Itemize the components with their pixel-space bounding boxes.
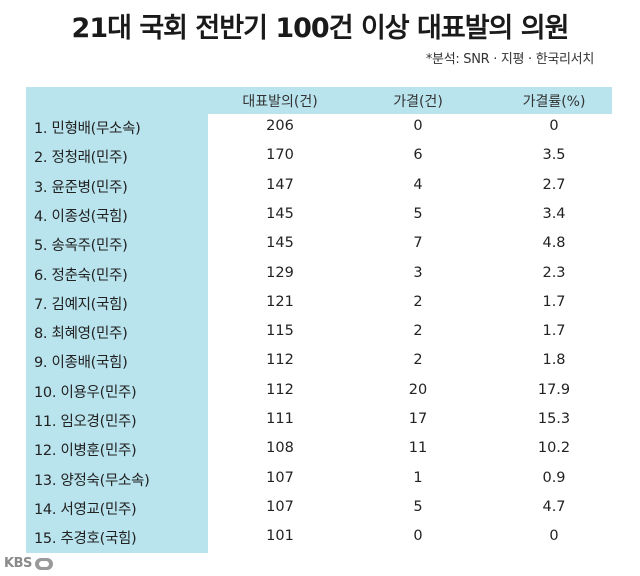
table-row: 5. 송옥주(민주) 145 7 4.8 — [26, 231, 612, 260]
source-note: *분석: SNR · 지평 · 한국리서치 — [425, 52, 594, 67]
cell-rate: 3.5 — [542, 147, 566, 164]
table-row: 8. 최혜영(민주) 115 2 1.7 — [26, 319, 612, 348]
cell-bills: 206 — [266, 118, 294, 134]
member-name: 2. 정청래(민주) — [34, 150, 128, 167]
cell-bills: 145 — [266, 205, 294, 222]
logo-mark-icon — [34, 557, 53, 570]
cell-rate: 0 — [549, 528, 559, 545]
table-row: 13. 양정숙(무소속) 107 1 0.9 — [26, 466, 612, 495]
table-row: 10. 이용우(민주) 112 20 17.9 — [26, 378, 612, 407]
header-rate: 가결률(%) — [522, 94, 586, 110]
cell-bills: 101 — [266, 528, 294, 545]
cell-bills: 108 — [266, 440, 294, 457]
table-row: 14. 서영교(민주) 107 5 4.7 — [26, 495, 612, 524]
cell-passed: 2 — [413, 323, 423, 340]
cell-rate: 4.7 — [542, 498, 566, 515]
member-name: 8. 최혜영(민주) — [34, 326, 128, 343]
cell-bills: 129 — [266, 264, 294, 281]
cell-bills: 115 — [266, 323, 294, 340]
member-name: 11. 임오경(민주) — [34, 414, 137, 430]
cell-passed: 7 — [413, 235, 423, 252]
cell-rate: 0 — [549, 118, 559, 134]
member-name: 12. 이병훈(민주) — [34, 443, 137, 460]
table-row: 4. 이종성(국힘) 145 5 3.4 — [26, 202, 612, 231]
cell-rate: 1.7 — [542, 323, 566, 340]
cell-bills: 145 — [266, 235, 294, 252]
cell-bills: 112 — [266, 352, 294, 369]
table-data-area — [208, 114, 612, 553]
cell-rate: 0.9 — [542, 469, 566, 486]
cell-bills: 121 — [266, 293, 294, 310]
member-name: 5. 송옥주(민주) — [34, 238, 128, 255]
cell-rate: 15.3 — [537, 411, 571, 427]
member-name: 4. 이종성(국힘) — [34, 208, 128, 225]
cell-passed: 0 — [413, 528, 423, 545]
header-passed: 가결(건) — [393, 94, 443, 110]
member-name: 14. 서영교(민주) — [34, 501, 137, 518]
member-name: 9. 이종배(국힘) — [34, 355, 128, 372]
member-name: 7. 김예지(국힘) — [34, 296, 128, 313]
cell-rate: 3.4 — [542, 205, 566, 222]
table-row: 1. 민형배(무소속) 206 0 0 — [26, 114, 612, 143]
table-row: 12. 이병훈(민주) 108 11 10.2 — [26, 436, 612, 465]
cell-passed: 17 — [408, 411, 428, 427]
member-name: 13. 양정숙(무소속) — [34, 472, 150, 489]
cell-rate: 10.2 — [537, 440, 571, 457]
cell-passed: 4 — [413, 176, 423, 193]
table-row: 11. 임오경(민주) 111 17 15.3 — [26, 407, 612, 436]
cell-bills: 112 — [266, 381, 294, 398]
cell-passed: 5 — [413, 205, 423, 222]
table-row: 6. 정춘숙(민주) 129 3 2.3 — [26, 261, 612, 290]
cell-passed: 5 — [413, 498, 423, 515]
kbs-logo: KBS — [4, 556, 53, 571]
cell-bills: 147 — [266, 176, 294, 193]
table-row: 15. 추경호(국힘) 101 0 0 — [26, 524, 612, 553]
data-table: 대표발의(건) 가결(건) 가결률(%) 1. 민형배(무소속) 206 0 0 2. … — [26, 87, 612, 553]
logo-text: KBS — [4, 556, 32, 571]
cell-passed: 11 — [408, 440, 428, 457]
cell-rate: 1.7 — [542, 293, 566, 310]
cell-passed: 1 — [413, 469, 423, 486]
cell-rate: 1.8 — [542, 352, 566, 369]
table-header: 대표발의(건) 가결(건) 가결률(%) — [26, 87, 612, 114]
cell-bills: 107 — [266, 469, 294, 486]
cell-rate: 4.8 — [542, 235, 566, 252]
cell-passed: 20 — [408, 381, 428, 398]
cell-rate: 2.3 — [542, 264, 566, 281]
cell-bills: 170 — [266, 147, 294, 164]
cell-passed: 2 — [413, 293, 423, 310]
cell-bills: 111 — [266, 411, 294, 427]
cell-passed: 0 — [413, 118, 423, 134]
cell-passed: 3 — [413, 264, 423, 281]
cell-passed: 6 — [413, 147, 423, 164]
cell-rate: 2.7 — [542, 176, 566, 193]
page-title: 21대 국회 전반기 100건 이상 대표발의 의원 — [71, 13, 570, 44]
member-name: 6. 정춘숙(민주) — [34, 267, 128, 284]
table-row: 3. 윤준병(민주) 147 4 2.7 — [26, 173, 612, 202]
cell-bills: 107 — [266, 498, 294, 515]
table-row: 2. 정청래(민주) 170 6 3.5 — [26, 143, 612, 172]
header-bills: 대표발의(건) — [242, 94, 318, 110]
table-row: 7. 김예지(국힘) 121 2 1.7 — [26, 290, 612, 319]
member-name: 15. 추경호(국힘) — [34, 531, 137, 548]
cell-rate: 17.9 — [537, 381, 571, 398]
member-name: 3. 윤준병(민주) — [34, 179, 128, 196]
member-name: 10. 이용우(민주) — [34, 384, 137, 401]
cell-passed: 2 — [413, 352, 423, 369]
member-name: 1. 민형배(무소속) — [34, 121, 141, 137]
table-row: 9. 이종배(국힘) 112 2 1.8 — [26, 348, 612, 377]
